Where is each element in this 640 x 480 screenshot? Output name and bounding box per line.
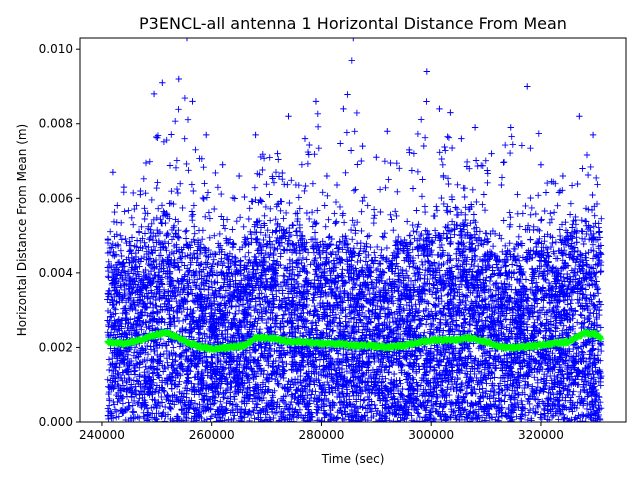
scatter-point (447, 109, 454, 116)
mean-series-markers (104, 328, 605, 354)
scatter-point (150, 90, 158, 98)
y-tick-label: 0.002 (39, 340, 73, 354)
scatter-point (252, 131, 259, 139)
scatter-point (323, 172, 331, 180)
y-axis-label: Horizontal Distance From Mean (m) (15, 124, 29, 336)
scatter-point (359, 142, 366, 150)
scatter-point (137, 191, 144, 198)
scatter-point (537, 161, 545, 168)
scatter-point (301, 135, 309, 142)
y-tick-label: 0.008 (39, 117, 73, 131)
x-tick-label: 300000 (408, 428, 454, 442)
plot-frame (79, 37, 627, 423)
scatter-point (350, 38, 357, 42)
scatter-point (183, 38, 191, 42)
scatter-point (274, 150, 281, 157)
scatter-point (189, 98, 196, 105)
scatter-point (458, 135, 465, 142)
scatter-point (559, 172, 567, 180)
scatter-point (524, 83, 531, 90)
scatter-point (373, 154, 380, 161)
scatter-point (109, 169, 117, 176)
scatter-point (436, 105, 443, 113)
scatter-point (576, 113, 583, 120)
scatter-point (312, 98, 320, 105)
y-tick-label: 0.004 (39, 266, 73, 280)
scatter-point (507, 124, 514, 131)
scatter-point (219, 161, 226, 168)
scatter-point (471, 124, 479, 131)
scatter-point (488, 150, 495, 157)
x-tick-label: 320000 (518, 428, 564, 442)
scatter-point (384, 128, 391, 135)
scatter-point (285, 113, 292, 120)
scatter-point (235, 172, 243, 180)
mean-series-green (104, 328, 605, 354)
x-axis-label: Time (sec) (321, 452, 385, 466)
scatter-point (175, 75, 182, 83)
y-tick-label: 0.006 (39, 191, 73, 205)
scatter-point (423, 68, 431, 75)
chart-title: P3ENCL-all antenna 1 Horizontal Distance… (139, 14, 567, 33)
x-tick-label: 240000 (79, 428, 125, 442)
x-tick-label: 280000 (299, 428, 345, 442)
scatter-series-blue (104, 38, 605, 422)
y-tick-label: 0.010 (39, 42, 73, 56)
scatter-point (589, 131, 597, 139)
scatter-point (406, 146, 413, 154)
scatter-point (340, 105, 347, 113)
scatter-point (203, 131, 210, 139)
x-axis: 240000 260000 280000 300000 320000 (79, 422, 564, 442)
x-tick-label: 260000 (189, 428, 235, 442)
scatter-point (159, 79, 166, 86)
y-axis: 0.000 0.002 0.004 0.006 0.008 0.010 (39, 42, 80, 429)
scatter-point-cloud (104, 57, 605, 422)
scatter-point (120, 183, 128, 191)
y-tick-label: 0.000 (39, 415, 73, 429)
